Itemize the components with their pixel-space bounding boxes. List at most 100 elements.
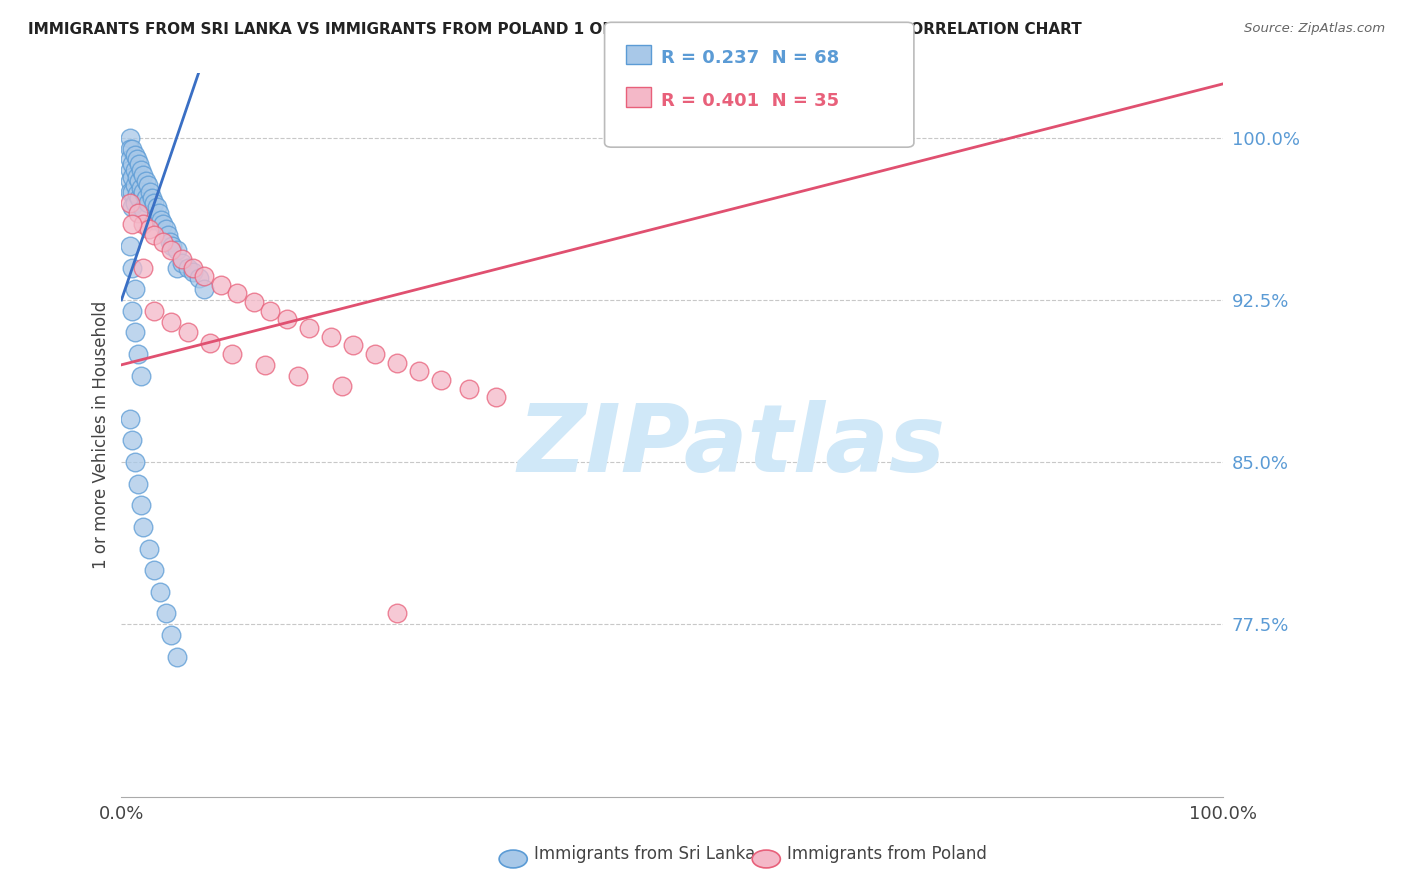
Point <box>160 239 183 253</box>
Point <box>121 169 143 184</box>
Point <box>124 163 146 178</box>
Point <box>125 169 148 184</box>
Point <box>138 541 160 556</box>
Point <box>143 563 166 577</box>
Point <box>226 286 249 301</box>
Point <box>124 148 146 162</box>
Point <box>132 185 155 199</box>
Point <box>176 326 198 340</box>
Point <box>170 256 193 270</box>
Point <box>221 347 243 361</box>
Point <box>136 178 159 193</box>
Point <box>121 217 143 231</box>
Point <box>121 260 143 275</box>
Point <box>129 368 152 383</box>
Point <box>132 260 155 275</box>
Point <box>127 206 149 220</box>
Point <box>121 142 143 156</box>
Point <box>209 277 232 292</box>
Point <box>132 217 155 231</box>
Point <box>187 271 209 285</box>
Point <box>120 163 142 178</box>
Point <box>125 187 148 202</box>
Point <box>128 157 150 171</box>
Text: Immigrants from Sri Lanka: Immigrants from Sri Lanka <box>534 845 755 863</box>
Point <box>124 282 146 296</box>
Point <box>152 217 174 231</box>
Point <box>128 191 150 205</box>
Point <box>120 174 142 188</box>
Point <box>129 163 152 178</box>
Point <box>121 434 143 448</box>
Point <box>120 412 142 426</box>
Point <box>259 303 281 318</box>
Point <box>364 347 387 361</box>
Point <box>129 499 152 513</box>
Point <box>129 180 152 194</box>
Point <box>139 185 162 199</box>
Point <box>457 382 479 396</box>
Point <box>298 321 321 335</box>
Point <box>287 368 309 383</box>
Point <box>485 390 508 404</box>
Point <box>124 178 146 193</box>
Point <box>155 607 177 621</box>
Point <box>166 649 188 664</box>
Point <box>148 206 170 220</box>
Point <box>127 347 149 361</box>
Point <box>176 260 198 275</box>
Point <box>135 191 157 205</box>
Point <box>132 520 155 534</box>
Point <box>385 607 408 621</box>
Point <box>193 269 215 284</box>
Point <box>124 455 146 469</box>
Point <box>143 228 166 243</box>
Y-axis label: 1 or more Vehicles in Household: 1 or more Vehicles in Household <box>93 301 110 569</box>
Point <box>141 191 163 205</box>
Point <box>149 584 172 599</box>
Point <box>408 364 430 378</box>
Text: ZIPatlas: ZIPatlas <box>517 400 945 492</box>
Point <box>143 213 166 227</box>
Point <box>159 235 181 249</box>
Point <box>145 200 167 214</box>
Point <box>166 244 188 258</box>
Point <box>120 185 142 199</box>
Point <box>121 200 143 214</box>
Point <box>120 131 142 145</box>
Point <box>430 373 453 387</box>
Point <box>181 265 204 279</box>
Point <box>132 168 155 182</box>
Point <box>128 174 150 188</box>
Point <box>125 153 148 167</box>
Text: R = 0.401  N = 35: R = 0.401 N = 35 <box>661 92 839 110</box>
Point <box>121 185 143 199</box>
Point <box>242 295 264 310</box>
Point <box>127 476 149 491</box>
Point <box>152 235 174 249</box>
Point <box>120 195 142 210</box>
Point <box>276 312 298 326</box>
Point <box>330 379 353 393</box>
Point <box>121 157 143 171</box>
Point <box>160 315 183 329</box>
Point <box>160 628 183 642</box>
Point <box>124 195 146 210</box>
Point <box>121 303 143 318</box>
Point <box>120 153 142 167</box>
Point <box>124 326 146 340</box>
Point <box>181 260 204 275</box>
Point <box>342 338 364 352</box>
Text: Source: ZipAtlas.com: Source: ZipAtlas.com <box>1244 22 1385 36</box>
Point <box>132 202 155 216</box>
Point <box>156 228 179 243</box>
Point <box>143 195 166 210</box>
Point <box>170 252 193 266</box>
Text: Immigrants from Poland: Immigrants from Poland <box>787 845 987 863</box>
Point <box>138 221 160 235</box>
Point <box>155 221 177 235</box>
Point <box>198 336 221 351</box>
Text: IMMIGRANTS FROM SRI LANKA VS IMMIGRANTS FROM POLAND 1 OR MORE VEHICLES IN HOUSEH: IMMIGRANTS FROM SRI LANKA VS IMMIGRANTS … <box>28 22 1081 37</box>
Point <box>143 303 166 318</box>
Point <box>120 142 142 156</box>
